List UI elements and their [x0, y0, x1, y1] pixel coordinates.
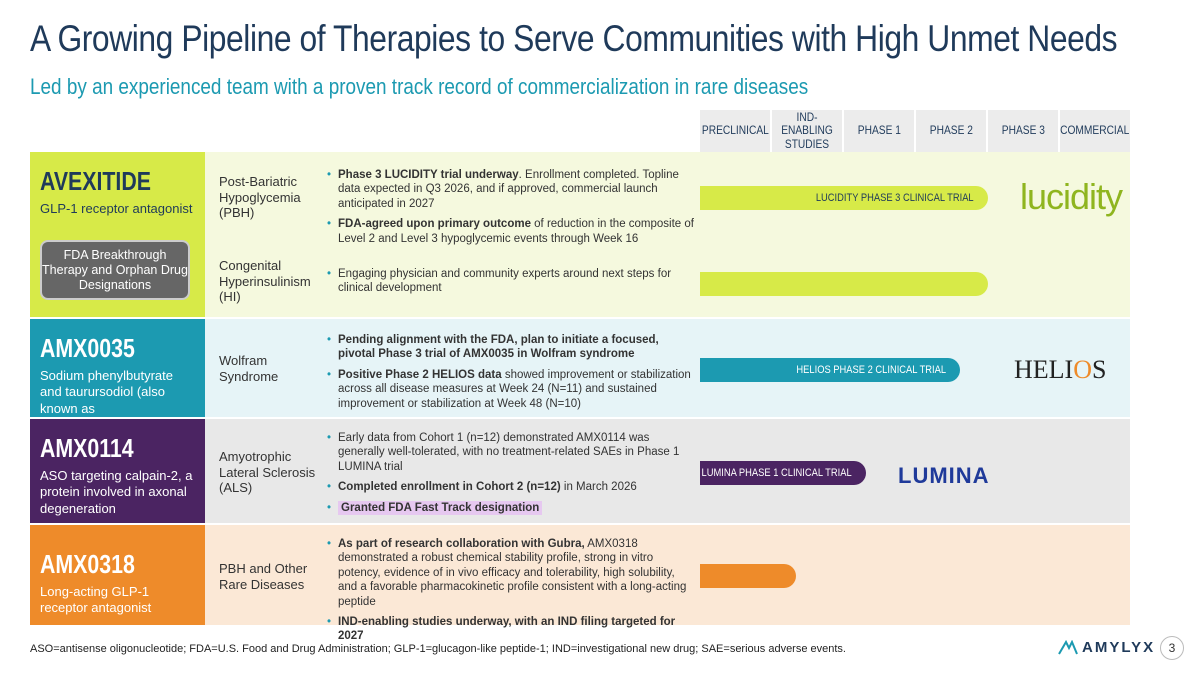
drug-name: AMX0318 [40, 549, 135, 579]
indication-name: Wolfram Syndrome [219, 353, 279, 384]
phase-header-ind-enabling: IND-ENABLING STUDIES [772, 110, 842, 152]
amylyx-mark-icon [1058, 639, 1078, 655]
lumina-logo: LUMINA [898, 463, 990, 488]
indication-bullets: Phase 3 LUCIDITY trial underway. Enrollm… [327, 168, 695, 252]
program-row-avexitide: AVEXITIDE GLP-1 receptor antagonist FDA … [30, 152, 1130, 317]
drug-description: ASO targeting calpain-2, a protein invol… [40, 468, 193, 516]
indication-column: Amyotrophic Lateral Sclerosis (ALS) Earl… [205, 419, 700, 523]
bullet-item: Engaging physician and community experts… [327, 267, 695, 296]
indication-bullets: Engaging physician and community experts… [327, 267, 695, 302]
amylyx-logo: AMYLYX [1058, 639, 1155, 656]
drug-name: AMX0114 [40, 433, 134, 463]
program-row-amx0035: AMX0035 Sodium phenylbutyrate and taurur… [30, 319, 1130, 432]
bullet-item: Completed enrollment in Cohort 2 (n=12) … [327, 480, 695, 495]
indication-column: Post-Bariatric Hypoglycemia (PBH) Phase … [205, 152, 700, 317]
page-number: 3 [1160, 636, 1184, 660]
indication-name: Amyotrophic Lateral Sclerosis (ALS) [219, 449, 316, 496]
lucidity-logo: lucidity [1020, 176, 1123, 217]
program-label-amx0318: AMX0318 Long-acting GLP-1 receptor antag… [30, 525, 205, 625]
phase-header-preclinical: PRECLINICAL [700, 110, 770, 152]
phase-chart [700, 525, 1130, 625]
bullet-item: IND-enabling studies underway, with an I… [327, 615, 695, 644]
program-row-amx0114: AMX0114 ASO targeting calpain-2, a prote… [30, 419, 1130, 523]
program-label-amx0035: AMX0035 Sodium phenylbutyrate and taurur… [30, 319, 205, 432]
progress-bar-lumina: LUMINA PHASE 1 CLINICAL TRIAL [700, 461, 866, 485]
drug-name: AVEXITIDE [40, 166, 151, 196]
indication-bullets: Early data from Cohort 1 (n=12) demonstr… [327, 431, 695, 521]
phase-chart: LUCIDITY PHASE 3 CLINICAL TRIAL lucidity [700, 152, 1130, 317]
phase-chart: LUMINA PHASE 1 CLINICAL TRIAL LUMINA [700, 419, 1130, 523]
drug-description: Long-acting GLP-1 receptor antagonist [40, 584, 152, 616]
phase-chart: HELIOS PHASE 2 CLINICAL TRIAL HELIOS [700, 319, 1130, 417]
phase-header-phase2: PHASE 2 [916, 110, 986, 152]
page-title: A Growing Pipeline of Therapies to Serve… [30, 18, 1118, 59]
progress-bar-amx0318 [700, 564, 796, 588]
phase-header-phase1: PHASE 1 [844, 110, 914, 152]
drug-name: AMX0035 [40, 333, 135, 363]
bullet-item: FDA-agreed upon primary outcome of reduc… [327, 217, 695, 246]
fda-designation-badge: FDA Breakthrough Therapy and Orphan Drug… [40, 240, 190, 300]
indication-name: Congenital Hyperinsulinism (HI) [219, 258, 311, 305]
progress-bar-helios: HELIOS PHASE 2 CLINICAL TRIAL [700, 358, 960, 382]
bullet-item: Pending alignment with the FDA, plan to … [327, 333, 695, 362]
phase-header-commercial: COMMERCIAL [1060, 110, 1130, 152]
bullet-item: Phase 3 LUCIDITY trial underway. Enrollm… [327, 168, 695, 211]
program-row-amx0318: AMX0318 Long-acting GLP-1 receptor antag… [30, 525, 1130, 642]
progress-bar-hi [700, 272, 988, 296]
indication-column: PBH and Other Rare Diseases As part of r… [205, 525, 700, 642]
drug-description: GLP-1 receptor antagonist [40, 201, 193, 216]
helios-logo: HELIOS [1014, 355, 1107, 384]
program-label-avexitide: AVEXITIDE GLP-1 receptor antagonist FDA … [30, 152, 205, 317]
indication-bullets: As part of research collaboration with G… [327, 537, 695, 650]
indication-name: PBH and Other Rare Diseases [219, 561, 308, 592]
bullet-item: Granted FDA Fast Track designation [327, 500, 695, 515]
indication-name: Post-Bariatric Hypoglycemia (PBH) [219, 174, 301, 221]
bullet-item: Positive Phase 2 HELIOS data showed impr… [327, 368, 695, 411]
bullet-item: As part of research collaboration with G… [327, 537, 695, 609]
indication-column: Wolfram Syndrome Pending alignment with … [205, 319, 700, 417]
progress-bar-lucidity: LUCIDITY PHASE 3 CLINICAL TRIAL [700, 186, 988, 210]
indication-bullets: Pending alignment with the FDA, plan to … [327, 333, 695, 417]
page-subtitle: Led by an experienced team with a proven… [30, 74, 809, 99]
program-label-amx0114: AMX0114 ASO targeting calpain-2, a prote… [30, 419, 205, 523]
bullet-item: Early data from Cohort 1 (n=12) demonstr… [327, 431, 695, 474]
phase-header-phase3: PHASE 3 [988, 110, 1058, 152]
footnote: ASO=antisense oligonucleotide; FDA=U.S. … [30, 643, 846, 655]
